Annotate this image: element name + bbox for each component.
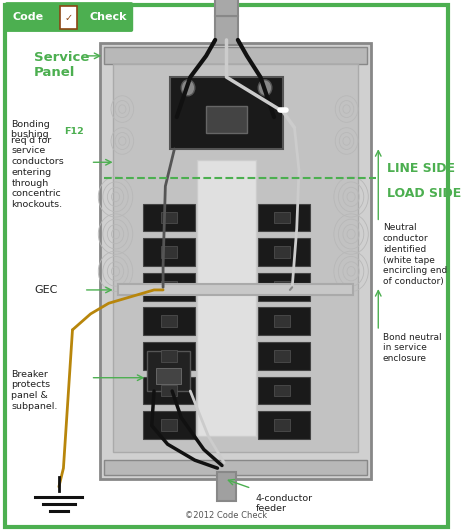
Bar: [274, 385, 290, 396]
Text: Bond neutral
in service
enclosure: Bond neutral in service enclosure: [383, 332, 441, 363]
Bar: [161, 246, 177, 258]
FancyBboxPatch shape: [5, 2, 133, 32]
Bar: [113, 64, 358, 452]
Circle shape: [181, 80, 195, 96]
Bar: [161, 281, 177, 293]
Bar: [118, 284, 353, 295]
Bar: [258, 377, 310, 404]
Bar: [161, 350, 177, 362]
Text: Code: Code: [12, 12, 44, 22]
FancyBboxPatch shape: [60, 6, 77, 29]
Bar: [274, 315, 290, 327]
Bar: [215, 0, 238, 16]
Text: Bonding
bushing: Bonding bushing: [11, 120, 52, 139]
Bar: [217, 472, 237, 501]
Bar: [170, 77, 283, 149]
Bar: [161, 315, 177, 327]
Bar: [143, 238, 195, 266]
Text: GEC: GEC: [34, 285, 57, 295]
Circle shape: [258, 80, 272, 96]
Text: ✓: ✓: [64, 13, 73, 22]
Bar: [258, 273, 310, 301]
Text: Neutral
conductor
identified
(white tape
encircling end
of conductor): Neutral conductor identified (white tape…: [383, 223, 447, 286]
Bar: [258, 204, 310, 231]
Bar: [143, 307, 195, 335]
Bar: [143, 204, 195, 231]
Bar: [258, 411, 310, 439]
Bar: [147, 351, 190, 391]
Text: ©2012 Code Check: ©2012 Code Check: [185, 511, 267, 520]
Bar: [161, 419, 177, 431]
Bar: [274, 419, 290, 431]
Text: LINE SIDE: LINE SIDE: [387, 162, 456, 175]
Bar: [274, 281, 290, 293]
Text: F12: F12: [64, 127, 84, 136]
Bar: [274, 350, 290, 362]
Text: LOAD SIDE: LOAD SIDE: [387, 187, 462, 200]
Bar: [104, 47, 367, 64]
Bar: [258, 238, 310, 266]
Bar: [258, 342, 310, 370]
Bar: [197, 160, 256, 436]
Bar: [161, 212, 177, 223]
Text: Check: Check: [89, 12, 127, 22]
Bar: [143, 273, 195, 301]
Bar: [143, 377, 195, 404]
Bar: [156, 368, 181, 384]
Text: Breaker
protects
panel &
subpanel.: Breaker protects panel & subpanel.: [11, 370, 58, 411]
Text: req'd for
service
conductors
entering
through
concentric
knockouts.: req'd for service conductors entering th…: [11, 136, 64, 209]
Bar: [143, 342, 195, 370]
Bar: [274, 246, 290, 258]
Bar: [100, 43, 372, 479]
Text: 4-conductor
feeder: 4-conductor feeder: [256, 494, 313, 513]
Bar: [274, 212, 290, 223]
Bar: [215, 16, 238, 45]
Bar: [258, 307, 310, 335]
Bar: [161, 385, 177, 396]
Bar: [104, 460, 367, 475]
Bar: [206, 106, 247, 133]
Text: Service
Panel: Service Panel: [34, 51, 90, 79]
Bar: [143, 411, 195, 439]
